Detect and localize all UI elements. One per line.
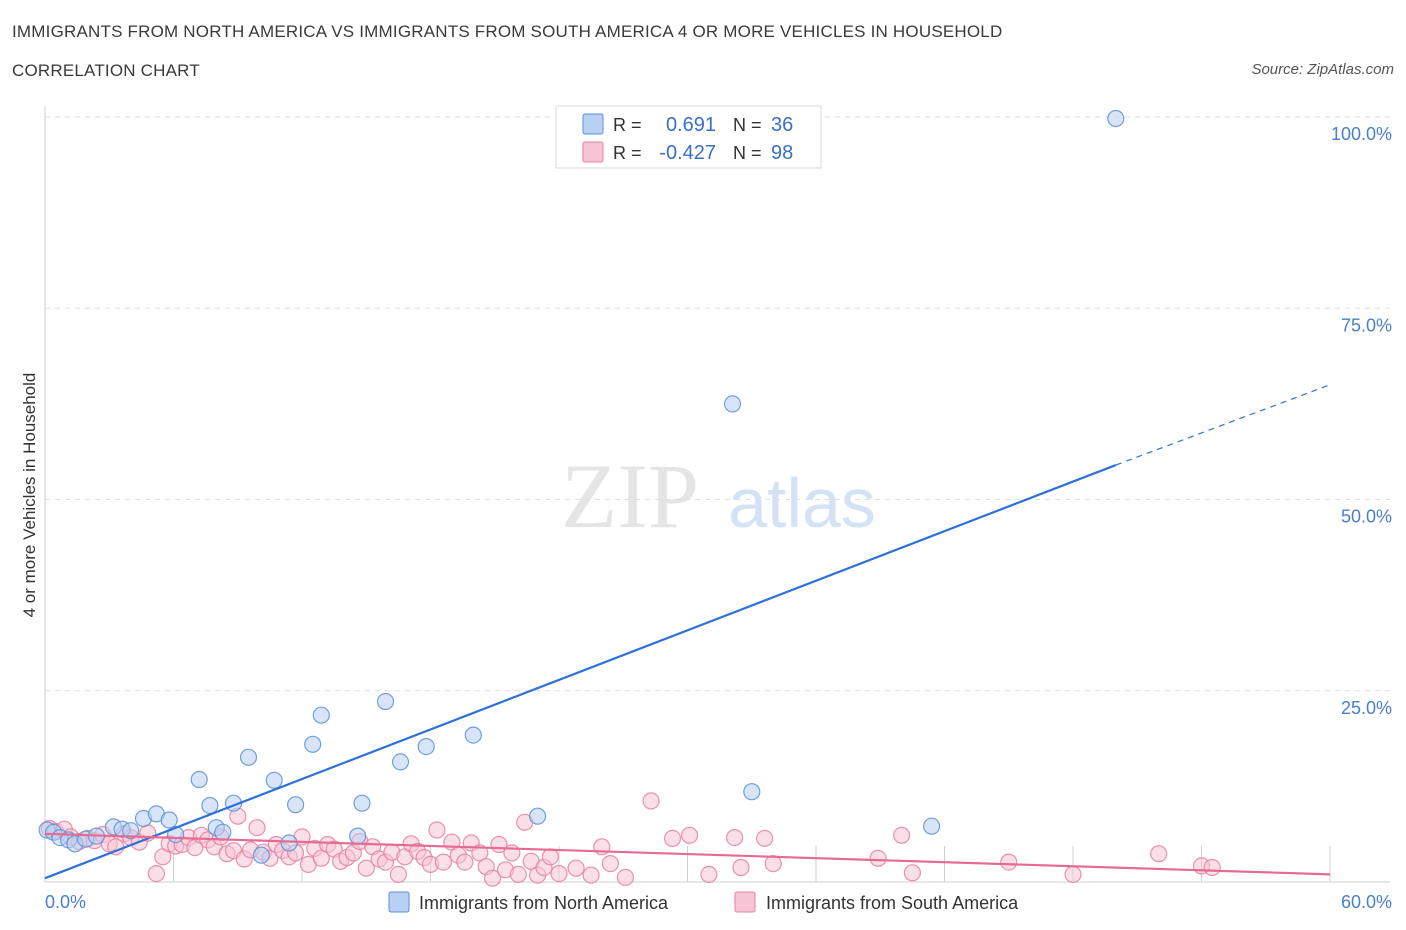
north-america-point bbox=[1107, 109, 1125, 128]
north-america-point bbox=[417, 737, 435, 756]
trend-line-north-america-extension bbox=[1115, 384, 1331, 466]
south-america-point bbox=[484, 869, 502, 887]
north-america-point bbox=[160, 811, 178, 829]
source-label: Source: ZipAtlas.com bbox=[1251, 61, 1394, 78]
north-america-point bbox=[376, 692, 395, 711]
stats-legend: R = 0.691 N = 36 R = -0.427 N = 98 bbox=[555, 105, 822, 169]
south-america-point bbox=[541, 848, 560, 866]
north-america-point bbox=[464, 726, 482, 744]
series-north-america-points bbox=[38, 109, 1125, 864]
south-america-point bbox=[1000, 853, 1018, 871]
south-america-point bbox=[582, 866, 600, 884]
south-america-point bbox=[601, 854, 620, 873]
watermark-atlas: atlas bbox=[728, 464, 876, 542]
south-america-point bbox=[1203, 858, 1221, 877]
chart-title: IMMIGRANTS FROM NORTH AMERICA VS IMMIGRA… bbox=[12, 22, 1003, 41]
south-america-point bbox=[357, 859, 375, 877]
south-america-point bbox=[312, 849, 330, 867]
north-america-point bbox=[304, 735, 322, 753]
south-america-point bbox=[567, 859, 585, 877]
tick-labels: 25.0% 50.0% 75.0% 100.0% 0.0% 60.0% bbox=[45, 124, 1392, 912]
series-legend: Immigrants from North America Immigrants… bbox=[388, 891, 1019, 913]
stats-n-label-south-america: N = bbox=[733, 143, 762, 163]
x-tick-label-min: 0.0% bbox=[45, 892, 86, 912]
chart-subtitle: CORRELATION CHART bbox=[12, 61, 200, 80]
north-america-point bbox=[312, 706, 330, 724]
north-america-point bbox=[252, 846, 270, 864]
south-america-point bbox=[389, 865, 407, 884]
y-tick-label-50: 50.0% bbox=[1341, 507, 1392, 527]
stats-swatch-south-america bbox=[582, 141, 604, 163]
stats-r-value-south-america: -0.427 bbox=[659, 142, 716, 164]
stats-r-value-north-america: 0.691 bbox=[666, 114, 716, 136]
south-america-point bbox=[642, 792, 660, 810]
south-america-point bbox=[869, 849, 887, 867]
south-america-point bbox=[732, 858, 750, 877]
north-america-point bbox=[349, 827, 367, 845]
north-america-point bbox=[201, 796, 219, 815]
trend-line-south-america bbox=[44, 832, 1331, 876]
south-america-point bbox=[248, 819, 266, 837]
south-america-point bbox=[147, 864, 165, 883]
stats-n-label-north-america: N = bbox=[733, 115, 762, 135]
south-america-point bbox=[1064, 865, 1082, 884]
stats-n-value-north-america: 36 bbox=[771, 114, 793, 136]
legend-swatch-north-america bbox=[388, 891, 410, 913]
legend-label-north-america: Immigrants from North America bbox=[419, 893, 669, 913]
south-america-point bbox=[550, 864, 568, 883]
axes bbox=[44, 107, 1390, 883]
y-axis-label: 4 or more Vehicles in Household bbox=[20, 373, 39, 618]
x-tick-label-max: 60.0% bbox=[1341, 892, 1392, 912]
south-america-point bbox=[700, 865, 718, 884]
south-america-point bbox=[471, 844, 489, 862]
north-america-point bbox=[922, 817, 941, 835]
north-america-point bbox=[280, 834, 298, 852]
stats-r-label-south-america: R = bbox=[613, 143, 642, 163]
south-america-point bbox=[764, 854, 782, 873]
trend-lines bbox=[44, 384, 1331, 880]
south-america-point bbox=[616, 868, 635, 887]
north-america-point bbox=[265, 771, 283, 789]
stats-n-value-south-america: 98 bbox=[771, 142, 793, 164]
gridlines bbox=[45, 116, 1390, 692]
north-america-point bbox=[214, 823, 232, 841]
south-america-point bbox=[1150, 845, 1168, 863]
south-america-point bbox=[509, 865, 527, 884]
trend-line-north-america bbox=[44, 464, 1117, 880]
north-america-point bbox=[122, 822, 140, 840]
stats-r-label-north-america: R = bbox=[613, 115, 642, 135]
south-america-point bbox=[428, 821, 446, 839]
north-america-point bbox=[239, 748, 258, 766]
north-america-point bbox=[391, 753, 410, 771]
south-america-point bbox=[663, 829, 682, 848]
north-america-point bbox=[528, 807, 547, 825]
watermark-zip: ZIP bbox=[561, 445, 699, 547]
south-america-point bbox=[680, 826, 699, 844]
legend-label-south-america: Immigrants from South America bbox=[766, 893, 1019, 913]
legend-swatch-south-america bbox=[734, 891, 756, 913]
south-america-point bbox=[755, 829, 774, 848]
south-america-point bbox=[434, 853, 452, 871]
y-tick-label-25: 25.0% bbox=[1341, 698, 1392, 718]
y-tick-label-75: 75.0% bbox=[1341, 315, 1392, 335]
south-america-point bbox=[725, 828, 744, 847]
north-america-point bbox=[287, 796, 305, 814]
north-america-point bbox=[353, 794, 371, 812]
y-tick-label-100: 100.0% bbox=[1331, 124, 1392, 144]
stats-swatch-north-america bbox=[582, 113, 604, 135]
north-america-point bbox=[723, 395, 742, 413]
north-america-point bbox=[190, 770, 208, 789]
south-america-point bbox=[903, 864, 922, 882]
south-america-point bbox=[893, 826, 911, 844]
north-america-point bbox=[743, 783, 761, 801]
south-america-point bbox=[456, 853, 474, 871]
